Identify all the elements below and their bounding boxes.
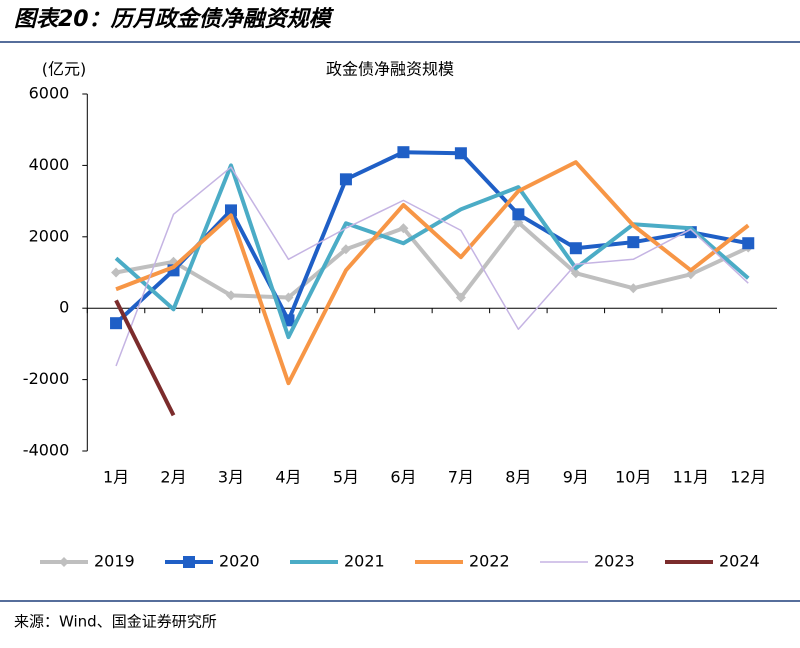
marker [283, 292, 294, 303]
series-line [115, 220, 750, 300]
y-tick-label: 4000 [29, 155, 70, 174]
x-tick-label: 4月 [275, 468, 301, 487]
legend-label: 2019 [94, 552, 135, 571]
legend-label: 2024 [719, 552, 760, 571]
x-tick-label: 8月 [505, 468, 531, 487]
marker [111, 267, 122, 278]
marker [183, 556, 195, 568]
y-tick-label: -4000 [23, 441, 70, 460]
series-line [115, 160, 750, 386]
marker [570, 268, 581, 279]
x-tick-label: 5月 [333, 468, 359, 487]
x-tick-label: 2月 [160, 468, 186, 487]
marker [685, 269, 696, 280]
y-tick-label: 2000 [29, 226, 70, 245]
marker [339, 173, 352, 186]
marker [742, 237, 755, 250]
marker [569, 242, 582, 255]
unit-label: (亿元) [42, 60, 87, 79]
marker [225, 290, 236, 301]
x-tick-label: 3月 [218, 468, 244, 487]
series-line [114, 163, 750, 340]
x-tick-label: 10月 [615, 468, 651, 487]
y-tick-label: -2000 [23, 369, 70, 388]
series-line [114, 150, 749, 325]
y-tick-label: 6000 [29, 84, 70, 103]
marker [512, 208, 525, 221]
x-tick-label: 6月 [390, 468, 416, 487]
x-tick-label: 11月 [673, 468, 709, 487]
x-tick-label: 1月 [103, 468, 129, 487]
y-tick-label: 0 [59, 298, 69, 317]
chart-title: 政金债净融资规模 [326, 60, 454, 79]
marker [110, 317, 123, 330]
figure-title: 图表20：历月政金债净融资规模 [14, 6, 335, 32]
marker [398, 223, 409, 234]
series-line [115, 166, 749, 367]
x-tick-label: 9月 [563, 468, 589, 487]
marker [454, 147, 467, 160]
marker [59, 557, 69, 567]
x-tick-label: 7月 [448, 468, 474, 487]
marker [627, 236, 640, 249]
series-line [114, 299, 176, 417]
legend-label: 2023 [594, 552, 635, 571]
source: 来源：Wind、国金证券研究所 [14, 613, 217, 631]
x-tick-label: 12月 [730, 468, 766, 487]
marker [628, 283, 639, 294]
legend-label: 2022 [469, 552, 510, 571]
marker [397, 146, 410, 159]
marker [340, 244, 351, 255]
marker [455, 292, 466, 303]
legend-label: 2021 [344, 552, 385, 571]
legend-label: 2020 [219, 552, 260, 571]
marker [224, 204, 237, 217]
